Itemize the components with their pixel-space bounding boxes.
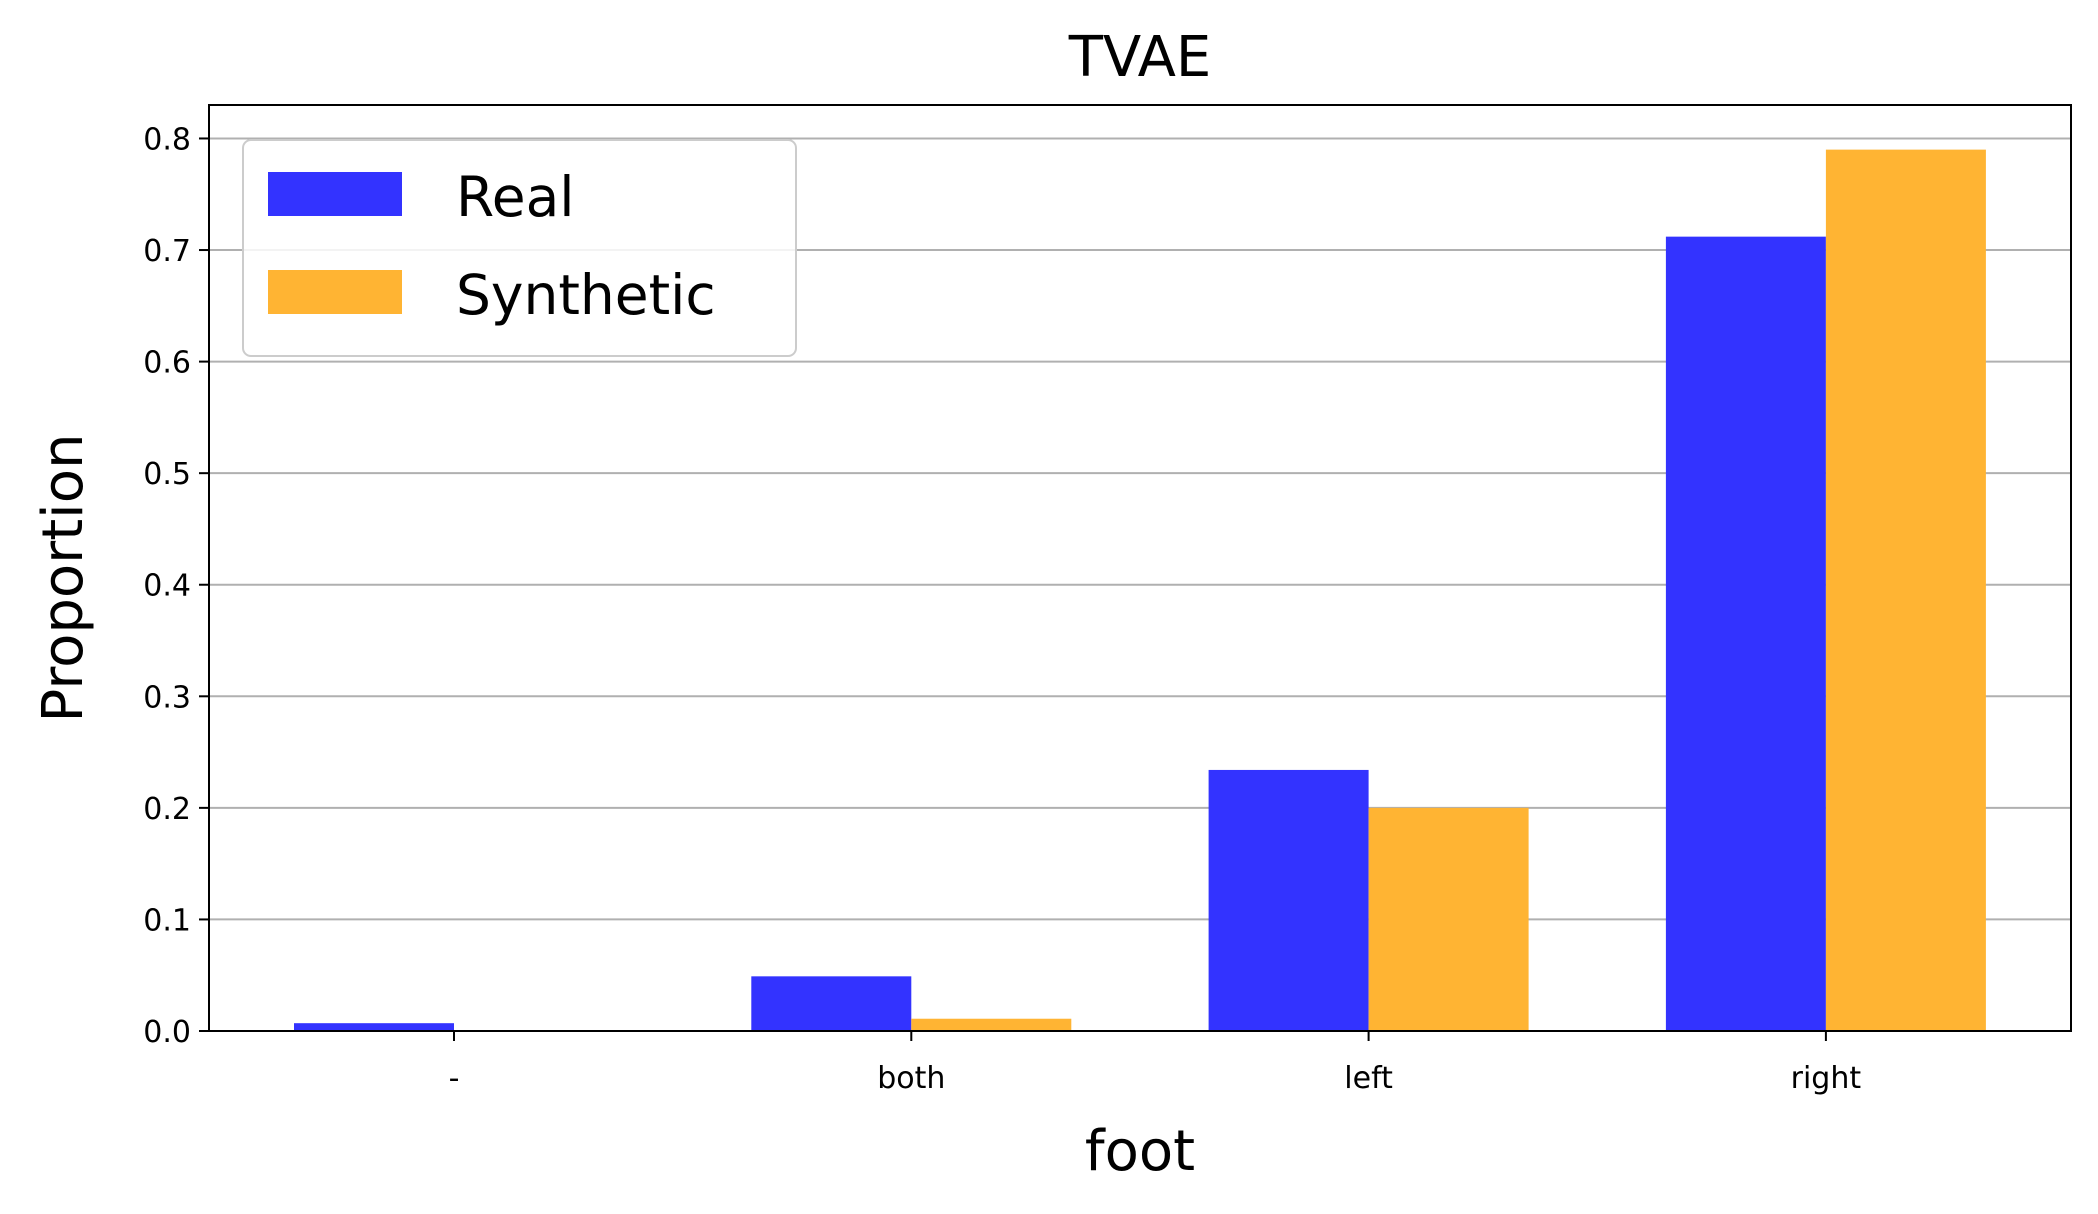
y-tick-label: 0.8	[143, 122, 191, 157]
x-tick-label: -	[449, 1061, 460, 1096]
x-tick-label: left	[1344, 1061, 1393, 1096]
y-tick-label: 0.5	[143, 457, 191, 492]
bar-real-both	[751, 976, 912, 1031]
bar-synthetic-left	[1368, 807, 1529, 1031]
bar-real-left	[1208, 769, 1369, 1031]
legend-swatch-synthetic	[268, 270, 402, 314]
y-tick-label: 0.3	[143, 680, 191, 715]
x-tick-label: right	[1791, 1061, 1862, 1096]
x-axis-ticks: - both left right	[449, 1031, 1862, 1096]
chart-title: TVAE	[1068, 25, 1212, 90]
y-tick-label: 0.1	[143, 903, 191, 938]
x-axis-label: foot	[1085, 1119, 1195, 1184]
y-axis-ticks: 0.0 0.1 0.2 0.3 0.4 0.5 0.6 0.7 0.8	[143, 122, 209, 1050]
y-tick-label: 0.0	[143, 1015, 191, 1050]
y-tick-label: 0.6	[143, 346, 191, 381]
legend-label-synthetic: Synthetic	[456, 263, 716, 327]
y-axis-label: Proportion	[31, 434, 96, 723]
legend-swatch-real	[268, 172, 402, 216]
x-tick-label: both	[877, 1061, 945, 1096]
bars	[294, 149, 1986, 1031]
legend: Real Synthetic	[242, 139, 797, 357]
bar-synthetic-both	[911, 1018, 1072, 1031]
bar-real-right	[1665, 236, 1826, 1031]
y-tick-label: 0.4	[143, 569, 191, 604]
bar-synthetic-right	[1825, 149, 1986, 1031]
bar-real-dash	[294, 1023, 454, 1031]
plot-frame	[208, 104, 2072, 1032]
legend-label-real: Real	[456, 165, 575, 229]
y-tick-label: 0.2	[143, 792, 191, 827]
y-tick-label: 0.7	[143, 234, 191, 269]
